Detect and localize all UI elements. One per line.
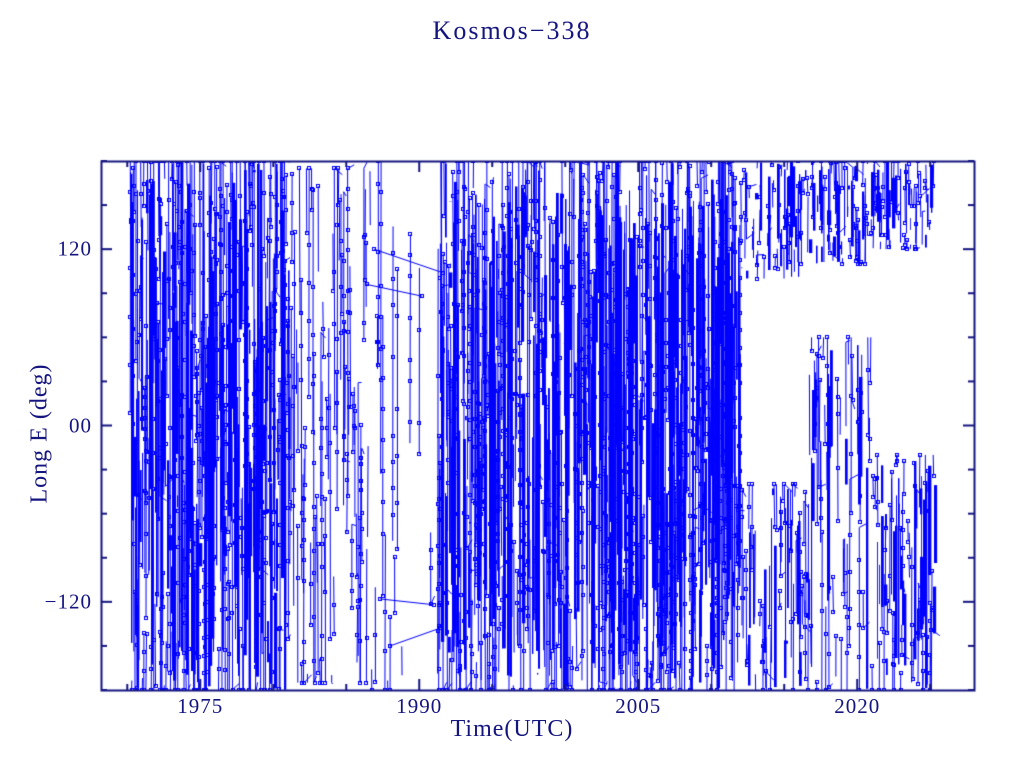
x-tick-label: 1990: [396, 694, 443, 718]
y-tick-label: 00: [69, 413, 92, 437]
x-tick-label: 2020: [834, 694, 881, 718]
page-title: Kosmos−338: [432, 16, 592, 45]
y-axis-label: Long E (deg): [26, 363, 53, 504]
x-tick-label: 2005: [615, 694, 662, 718]
y-tick-label: −120: [44, 589, 92, 614]
x-tick-label: 1975: [177, 694, 224, 718]
y-tick-label: 120: [57, 236, 92, 261]
x-axis-label: Time(UTC): [450, 716, 574, 742]
